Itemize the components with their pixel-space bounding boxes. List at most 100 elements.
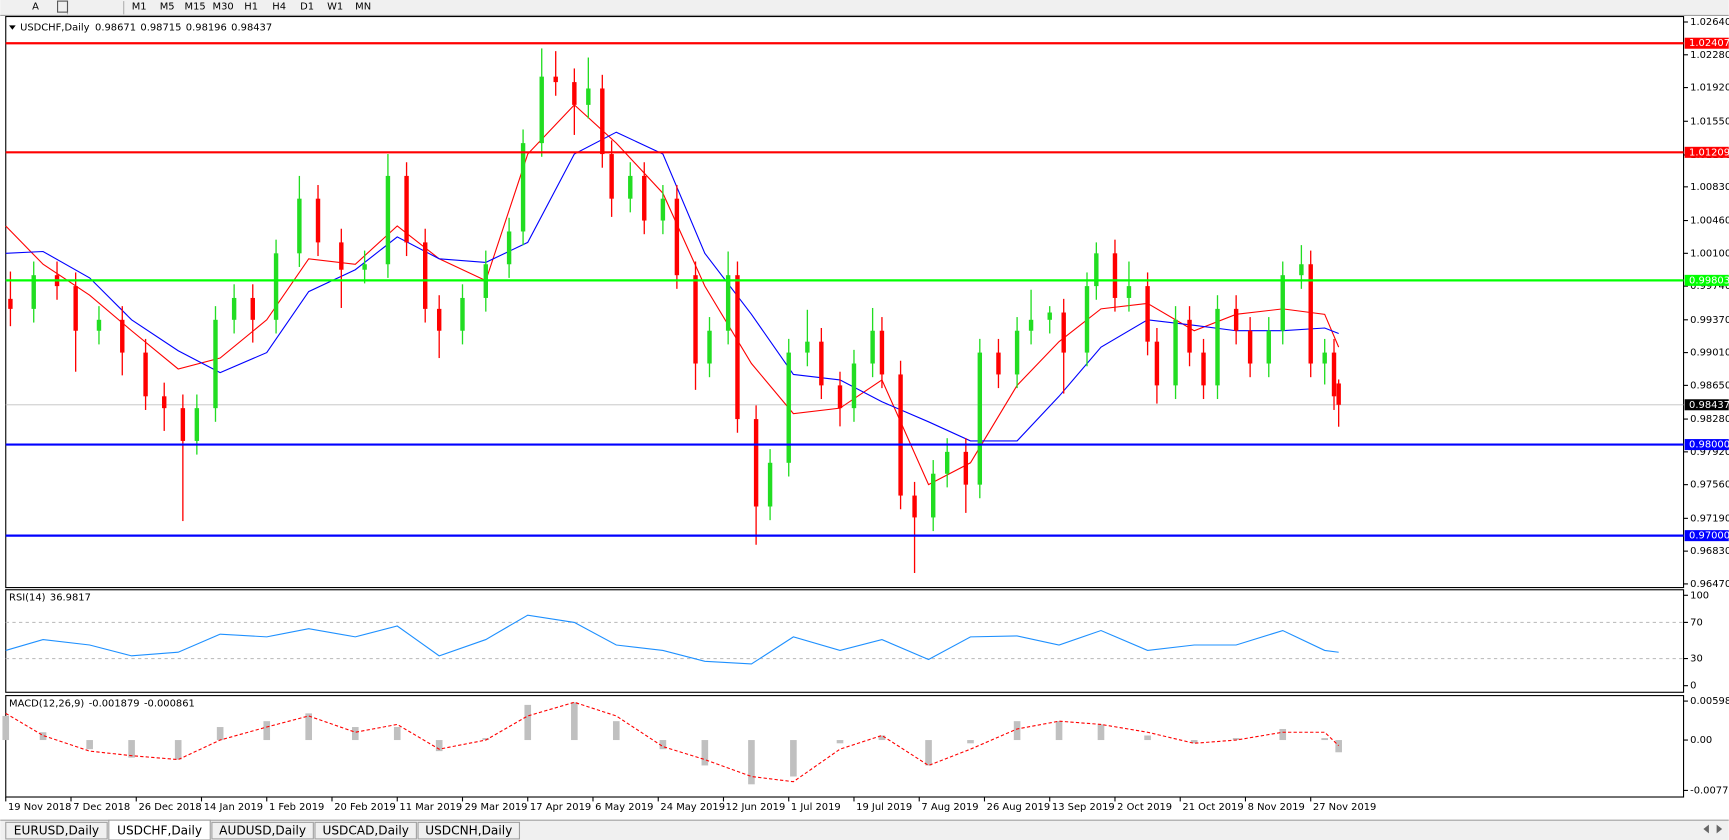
candle-body xyxy=(8,298,13,309)
y-tick-label: 1.00460 xyxy=(1690,216,1729,227)
x-tick-label: 2 Oct 2019 xyxy=(1117,802,1172,813)
timeframe-button[interactable]: M5 xyxy=(160,2,175,13)
timeframe-button[interactable]: MN xyxy=(355,2,371,13)
tab-label[interactable]: AUDUSD,Daily xyxy=(219,824,306,838)
macd-bar xyxy=(1279,728,1287,741)
x-tick-label: 17 Apr 2019 xyxy=(530,802,591,813)
candle-body xyxy=(297,198,302,254)
candle-body xyxy=(963,451,969,485)
macd-bar xyxy=(612,721,620,741)
candle-body xyxy=(912,495,917,518)
macd-bar xyxy=(1097,724,1105,741)
moving-average xyxy=(5,131,1339,442)
tab-label[interactable]: EURUSD,Daily xyxy=(14,824,99,838)
x-tick-label: 27 Nov 2019 xyxy=(1313,802,1376,813)
tab-label[interactable]: USDCHF,Daily xyxy=(117,824,202,838)
scroll-right[interactable] xyxy=(1716,824,1723,834)
tab[interactable] xyxy=(211,821,314,840)
candle-body xyxy=(1014,330,1020,375)
macd-bar xyxy=(263,721,271,741)
macd-bar xyxy=(1335,740,1342,753)
candle-body xyxy=(1047,312,1052,320)
level-box xyxy=(1684,37,1729,49)
timeframe-button[interactable]: H1 xyxy=(244,2,258,13)
candle-body xyxy=(1266,330,1271,364)
y-tick-label: 0.98650 xyxy=(1690,380,1729,391)
main-panel xyxy=(5,15,1685,589)
y-tick-label: 100 xyxy=(1690,590,1709,601)
candle-body xyxy=(73,286,78,331)
current-price-box xyxy=(1684,399,1729,411)
candle-body xyxy=(120,319,125,353)
macd-bar xyxy=(1055,721,1063,741)
toolbar xyxy=(0,0,1729,16)
menu-arrow[interactable] xyxy=(9,25,16,30)
candle-body xyxy=(819,341,824,386)
candle-body xyxy=(143,352,148,397)
x-tick-label: 8 Nov 2019 xyxy=(1248,802,1305,813)
macd-bar xyxy=(748,740,755,785)
candle-body xyxy=(1336,383,1341,405)
timeframe-button[interactable]: M15 xyxy=(185,2,206,13)
rsi-panel xyxy=(5,589,1685,693)
tab-label[interactable]: USDCNH,Daily xyxy=(425,824,512,838)
timeframe-button[interactable]: H4 xyxy=(272,2,286,13)
high-value: 0.98715 xyxy=(140,23,181,34)
macd-panel xyxy=(5,695,1685,798)
x-tick-label: 12 Jun 2019 xyxy=(726,802,786,813)
candle-body xyxy=(996,352,1001,375)
level-box xyxy=(1684,439,1729,451)
candle-body xyxy=(31,275,36,309)
candle-body xyxy=(674,198,680,276)
candle-body xyxy=(339,242,344,270)
tab-label[interactable]: USDCAD,Daily xyxy=(322,824,408,838)
macd-bar xyxy=(39,732,47,741)
candle-body xyxy=(586,88,591,105)
macd-bar xyxy=(571,702,578,741)
candle-body xyxy=(423,242,428,309)
candle-body xyxy=(1247,330,1253,364)
candle-body xyxy=(96,319,102,331)
candle-body xyxy=(385,175,391,265)
candle-body xyxy=(707,330,712,364)
macd-bar xyxy=(86,740,93,750)
candle-body xyxy=(1233,308,1239,331)
macd-bar xyxy=(790,740,797,777)
candle-body xyxy=(693,275,698,364)
candle-body xyxy=(660,198,666,221)
timeframe-button[interactable]: W1 xyxy=(327,2,343,13)
tab[interactable] xyxy=(417,821,521,840)
macd-bar xyxy=(836,740,844,744)
macd-bar xyxy=(524,704,532,741)
y-tick-label: 1.00100 xyxy=(1690,248,1729,259)
x-tick-label: 26 Aug 2019 xyxy=(987,802,1050,813)
tab[interactable] xyxy=(314,821,417,840)
level-label: 1.02407 xyxy=(1689,38,1729,49)
timeframe-button[interactable]: D1 xyxy=(300,2,314,13)
tab[interactable] xyxy=(5,821,108,840)
text-tool[interactable]: A xyxy=(32,2,39,13)
candle-body xyxy=(362,264,367,270)
scroll-left[interactable] xyxy=(1703,824,1709,834)
candle-body xyxy=(162,396,167,409)
candle-body xyxy=(786,352,791,463)
candle-body xyxy=(539,76,544,144)
level-box xyxy=(1684,146,1729,158)
candle-body xyxy=(404,175,409,243)
candle-body xyxy=(725,275,731,331)
x-tick-label: 26 Dec 2018 xyxy=(138,802,201,813)
timeframe-button[interactable]: M1 xyxy=(132,2,147,13)
tab[interactable] xyxy=(108,819,211,840)
candle-body xyxy=(506,231,512,265)
macd-bar xyxy=(351,727,359,741)
y-tick-label: 1.02640 xyxy=(1690,17,1729,28)
timeframe-button[interactable]: M30 xyxy=(213,2,234,13)
x-tick-label: 6 May 2019 xyxy=(595,802,653,813)
x-tick-label: 29 Mar 2019 xyxy=(465,802,528,813)
candle-body xyxy=(609,154,614,199)
label-tool[interactable] xyxy=(57,0,69,13)
macd-bar xyxy=(1232,738,1240,741)
x-tick-label: 7 Aug 2019 xyxy=(921,802,978,813)
candle-body xyxy=(931,473,936,518)
